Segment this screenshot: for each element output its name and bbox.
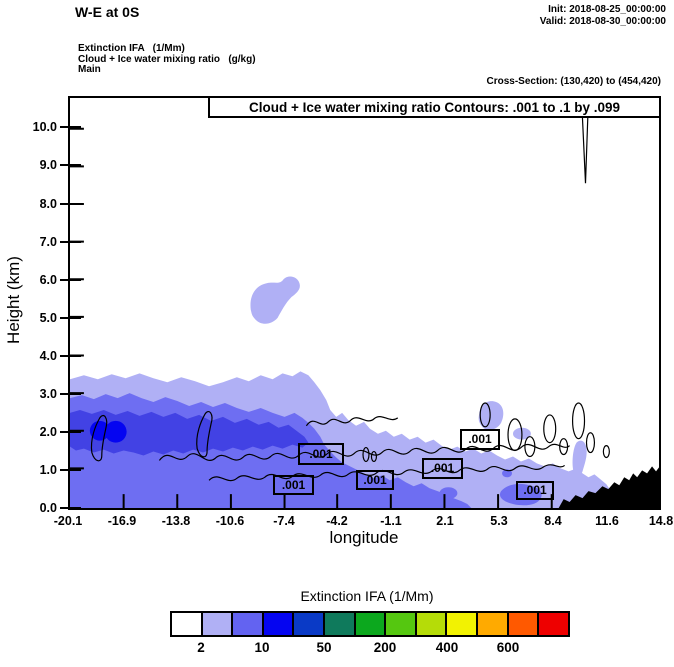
y-tick-label: 0.0 [39, 501, 57, 515]
y-tick [60, 126, 81, 128]
colorbar-tick-label: 600 [496, 640, 520, 655]
colorbar-cell [506, 613, 538, 635]
contour-label: .001 [422, 458, 463, 479]
y-tick-label: 5.0 [39, 311, 57, 325]
field-line-mixing-ratio: Cloud + Ice water mixing ratio (g/kg) [78, 53, 256, 65]
field-description: Extinction IFA (1/Mm) Cloud + Ice water … [78, 43, 256, 76]
colorbar-cell [353, 613, 385, 635]
x-tick-label: 11.6 [595, 514, 619, 528]
y-tick [60, 431, 81, 433]
colorbar-cell [476, 613, 507, 635]
x-tick-label: -16.9 [107, 514, 137, 528]
init-time: Init: 2018-08-25_00:00:00 [548, 4, 666, 15]
y-tick-label: 3.0 [39, 387, 57, 401]
y-tick [60, 279, 81, 281]
cross-section-plot: Cloud + Ice water mixing ratio Contours:… [68, 96, 661, 510]
x-tick-label: -20.1 [53, 514, 83, 528]
x-tick-label: -4.2 [326, 514, 348, 528]
x-tick-label: -7.4 [273, 514, 295, 528]
colorbar-cell [292, 613, 324, 635]
contour-label: .001 [460, 429, 500, 450]
colorbar-tick-label: 200 [373, 640, 397, 655]
valid-time: Valid: 2018-08-30_00:00:00 [539, 16, 666, 27]
colorbar-cell [323, 613, 354, 635]
y-tick-label: 4.0 [39, 349, 57, 363]
colorbar-cell [200, 613, 232, 635]
y-tick [60, 203, 81, 205]
colorbar-cell [261, 613, 293, 635]
x-tick-label: 2.1 [436, 514, 454, 528]
colorbar-tick-label: 400 [435, 640, 459, 655]
y-tick [60, 393, 81, 395]
y-axis-title: Height (km) [4, 256, 23, 344]
y-tick-label: 2.0 [39, 425, 57, 439]
colorbar-tick-label: 2 [197, 640, 205, 655]
x-tick-label: -10.6 [215, 514, 245, 528]
x-tick-label: 5.3 [490, 514, 508, 528]
colorbar-cell [537, 613, 568, 635]
x-tick-label: 14.8 [648, 514, 674, 528]
contour-label: .001 [298, 443, 344, 465]
field-line-domain: Main [78, 64, 101, 75]
x-tick-label: -13.8 [161, 514, 191, 528]
y-tick [60, 507, 81, 509]
colorbar-title: Extinction IFA (1/Mm) [300, 588, 434, 604]
contour-label: .001 [516, 481, 554, 500]
contour-label: .001 [356, 470, 394, 490]
colorbar [170, 611, 570, 637]
y-tick [60, 241, 81, 243]
y-tick-label: 9.0 [39, 158, 57, 172]
y-tick-label: 1.0 [39, 463, 57, 477]
colorbar-cell [384, 613, 415, 635]
colorbar-tick-label: 10 [254, 640, 270, 655]
cross-section-coords: Cross-Section: (130,420) to (454,420) [486, 76, 661, 87]
contour-label: .001 [273, 475, 314, 495]
y-tick-label: 6.0 [39, 273, 57, 287]
chart-title: Cloud + Ice water mixing ratio Contours:… [208, 96, 661, 118]
y-tick-label: 8.0 [39, 197, 57, 211]
colorbar-cell [231, 613, 262, 635]
y-tick [60, 355, 81, 357]
y-tick-label: 10.0 [32, 120, 57, 134]
contour-plot-canvas [70, 98, 659, 508]
x-axis-title: longitude [329, 528, 399, 547]
field-line-extinction: Extinction IFA (1/Mm) [78, 43, 185, 54]
model-run-times: Init: 2018-08-25_00:00:00 Valid: 2018-08… [540, 4, 666, 28]
y-tick [60, 164, 81, 166]
y-tick-label: 7.0 [39, 235, 57, 249]
y-tick [60, 469, 81, 471]
colorbar-cell [414, 613, 446, 635]
colorbar-cell [445, 613, 477, 635]
x-tick-label: 8.4 [544, 514, 562, 528]
colorbar-tick-label: 50 [316, 640, 332, 655]
plot-id-label: W-E at 0S [75, 4, 140, 20]
colorbar-cell [172, 613, 201, 635]
y-tick [60, 317, 81, 319]
x-tick-label: -1.1 [380, 514, 402, 528]
